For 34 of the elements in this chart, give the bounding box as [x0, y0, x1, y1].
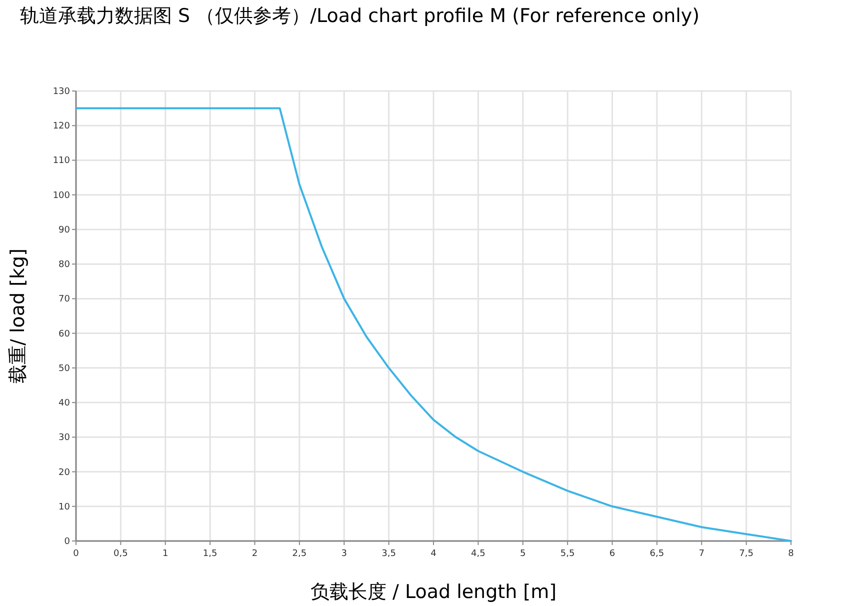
x-tick-label: 4 [430, 549, 437, 559]
x-tick-label: 8 [788, 549, 794, 559]
x-tick-label: 7 [698, 549, 704, 559]
y-tick-label: 100 [52, 190, 70, 201]
x-tick-label: 1 [162, 549, 168, 559]
y-tick-label: 130 [52, 87, 70, 97]
x-tick-label: 7,5 [739, 549, 754, 559]
y-axis-title: 载重/ load [kg] [7, 248, 29, 384]
x-tick-label: 1,5 [202, 549, 218, 559]
x-tick-label: 0,5 [114, 549, 128, 559]
chart-title: 轨道承载力数据图 S （仅供参考）/Load chart profile M (For reference only) [20, 5, 700, 27]
y-tick-label: 70 [58, 294, 70, 305]
y-tick-label: 40 [58, 398, 70, 409]
y-tick-label: 0 [64, 537, 70, 547]
x-tick-label: 3,5 [382, 549, 396, 559]
y-tick-label: 60 [58, 329, 70, 340]
y-tick-label: 120 [52, 122, 70, 132]
x-tick-label: 6,5 [650, 549, 664, 559]
y-tick-label: 80 [58, 260, 70, 270]
x-tick-label: 5 [520, 549, 526, 559]
x-tick-label: 6 [609, 549, 616, 559]
y-tick-label: 30 [58, 433, 70, 444]
y-tick-label: 20 [58, 468, 70, 478]
x-tick-label: 4,5 [471, 549, 486, 559]
x-tick-label: 0 [73, 549, 80, 559]
y-tick-label: 10 [58, 502, 70, 512]
y-tick-label: 90 [58, 225, 70, 236]
x-tick-label: 3 [341, 549, 347, 559]
x-tick-label: 2 [252, 549, 258, 559]
x-axis-title: 负载长度 / Load length [m] [310, 581, 557, 603]
y-tick-label: 50 [58, 364, 70, 374]
x-tick-label: 5,5 [560, 549, 575, 559]
y-tick-label: 110 [52, 156, 70, 166]
x-tick-label: 2,5 [292, 549, 307, 559]
